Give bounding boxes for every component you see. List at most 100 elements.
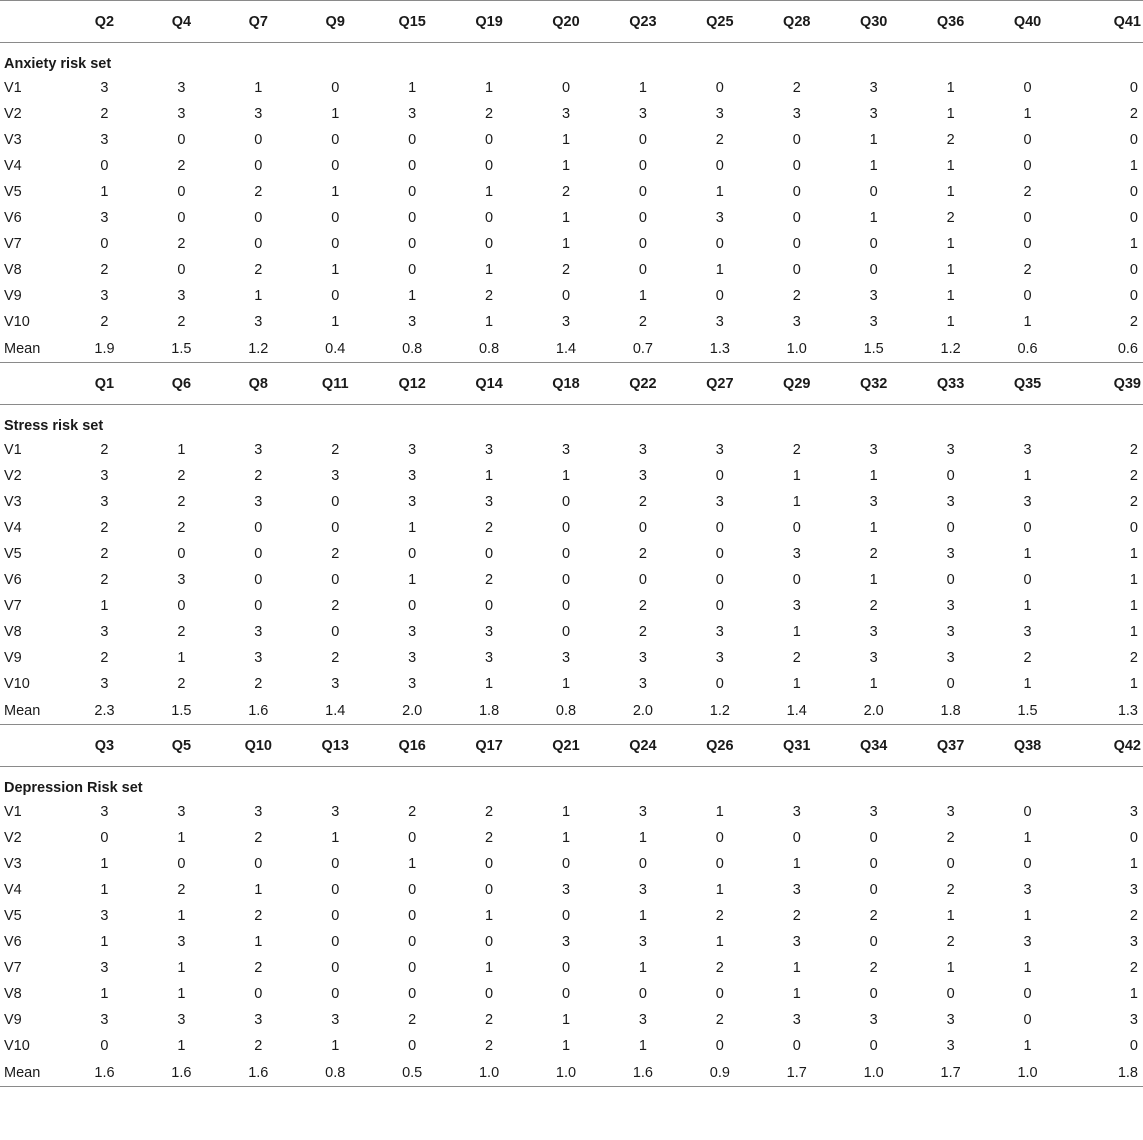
value-cell: 1: [1023, 1038, 1032, 1054]
row-label: V7: [4, 236, 22, 252]
value-cell: 2: [100, 314, 109, 330]
value-cell: 2: [485, 1038, 494, 1054]
value-cell: 0: [254, 986, 263, 1002]
value-cell: 2: [408, 1012, 417, 1028]
value-cell: 3: [254, 624, 263, 640]
value-cell: 0: [715, 856, 724, 872]
table-row: V2 2 3 3 1 3 2 3 3 3 3 3 1 1 2: [0, 101, 1143, 127]
value-cell: 2: [638, 546, 647, 562]
value-cell: 0: [946, 468, 955, 484]
value-cell: 2: [485, 804, 494, 820]
value-cell: 0: [485, 598, 494, 614]
value-cell: 3: [638, 468, 647, 484]
value-cell: 1: [946, 184, 955, 200]
value-cell: 0: [715, 676, 724, 692]
value-cell: 2: [177, 314, 186, 330]
value-cell: 2: [792, 442, 801, 458]
value-cell: 1: [792, 468, 801, 484]
value-cell: 0: [1129, 262, 1138, 278]
value-cell: 3: [869, 804, 878, 820]
value-cell: 0: [485, 882, 494, 898]
value-cell: 1: [869, 676, 878, 692]
value-cell: 0: [792, 184, 801, 200]
value-cell: 0: [792, 158, 801, 174]
value-cell: 2: [177, 468, 186, 484]
mean-cell: 0.8: [373, 335, 451, 363]
question-header-cell: Q22: [604, 362, 682, 405]
value-cell: 1: [408, 80, 417, 96]
question-header-cell: Q6: [142, 362, 220, 405]
value-cell: 1: [177, 1038, 186, 1054]
value-cell: 3: [1023, 494, 1032, 510]
value-cell: 0: [946, 572, 955, 588]
value-cell: 2: [177, 676, 186, 692]
value-cell: 3: [869, 314, 878, 330]
value-cell: 3: [408, 468, 417, 484]
row-label: V7: [4, 960, 22, 976]
value-cell: 0: [869, 856, 878, 872]
value-cell: 0: [561, 80, 571, 96]
table-row: V1 3 3 3 3 2 2 1 3 1 3 3 3 0 3: [0, 799, 1143, 825]
value-cell: 3: [792, 598, 801, 614]
value-cell: 1: [485, 960, 494, 976]
value-cell: 3: [254, 314, 263, 330]
question-header-cell: Q40: [989, 0, 1066, 43]
value-cell: 1: [1023, 598, 1032, 614]
table-row: V4 2 2 0 0 1 2 0 0 0 0 1 0 0 0: [0, 515, 1143, 541]
value-cell: 2: [485, 1012, 494, 1028]
value-cell: 3: [869, 442, 878, 458]
value-cell: 1: [946, 80, 955, 96]
value-cell: 0: [715, 520, 724, 536]
mean-cell: 0.6: [1065, 335, 1143, 363]
value-cell: 1: [177, 960, 186, 976]
mean-cell: 1.8: [1065, 1059, 1143, 1087]
value-cell: 3: [561, 934, 571, 950]
value-cell: 1: [100, 856, 109, 872]
question-header-cell: Q39: [1065, 362, 1143, 405]
value-cell: 0: [869, 934, 878, 950]
value-cell: 0: [1023, 236, 1032, 252]
value-cell: 0: [715, 80, 724, 96]
value-cell: 2: [177, 236, 186, 252]
value-cell: 3: [946, 494, 955, 510]
value-cell: 0: [1023, 804, 1032, 820]
row-label: V5: [4, 184, 22, 200]
value-cell: 3: [715, 106, 724, 122]
value-cell: 0: [331, 288, 340, 304]
table-row: V10 3 2 2 3 3 1 1 3 0 1 1 0 1 1: [0, 671, 1143, 697]
question-header-cell: Q38: [989, 724, 1066, 767]
value-cell: 3: [946, 804, 955, 820]
row-label: V5: [4, 908, 22, 924]
table-row: V5 1 0 2 1 0 1 2 0 1 0 0 1 2 0: [0, 179, 1143, 205]
mean-cell: 1.3: [681, 335, 759, 363]
value-cell: 0: [254, 572, 263, 588]
value-cell: 1: [100, 934, 109, 950]
value-cell: 1: [561, 676, 571, 692]
value-cell: 0: [715, 468, 724, 484]
mean-label: Mean: [0, 697, 66, 725]
value-cell: 0: [254, 546, 263, 562]
row-label: V4: [4, 520, 22, 536]
value-cell: 1: [869, 468, 878, 484]
mean-label: Mean: [0, 335, 66, 363]
mean-cell: 1.6: [66, 1059, 143, 1087]
value-cell: 0: [1023, 210, 1032, 226]
question-header-cell: Q5: [142, 724, 220, 767]
value-cell: 1: [177, 908, 186, 924]
mean-cell: 1.4: [527, 335, 605, 363]
value-cell: 2: [715, 960, 724, 976]
value-cell: 2: [254, 830, 263, 846]
row-label: V4: [4, 882, 22, 898]
question-header-cell: Q23: [604, 0, 682, 43]
header-corner-cell: [0, 724, 66, 767]
mean-cell: 2.0: [835, 697, 913, 725]
table-row: V4 1 2 1 0 0 0 3 3 1 3 0 2 3 3: [0, 877, 1143, 903]
question-header-cell: Q3: [66, 724, 143, 767]
value-cell: 1: [792, 856, 801, 872]
question-header-cell: Q28: [758, 0, 836, 43]
value-cell: 1: [254, 80, 263, 96]
value-cell: 0: [561, 494, 571, 510]
value-cell: 0: [638, 210, 647, 226]
mean-cell: 1.2: [219, 335, 297, 363]
value-cell: 2: [638, 624, 647, 640]
